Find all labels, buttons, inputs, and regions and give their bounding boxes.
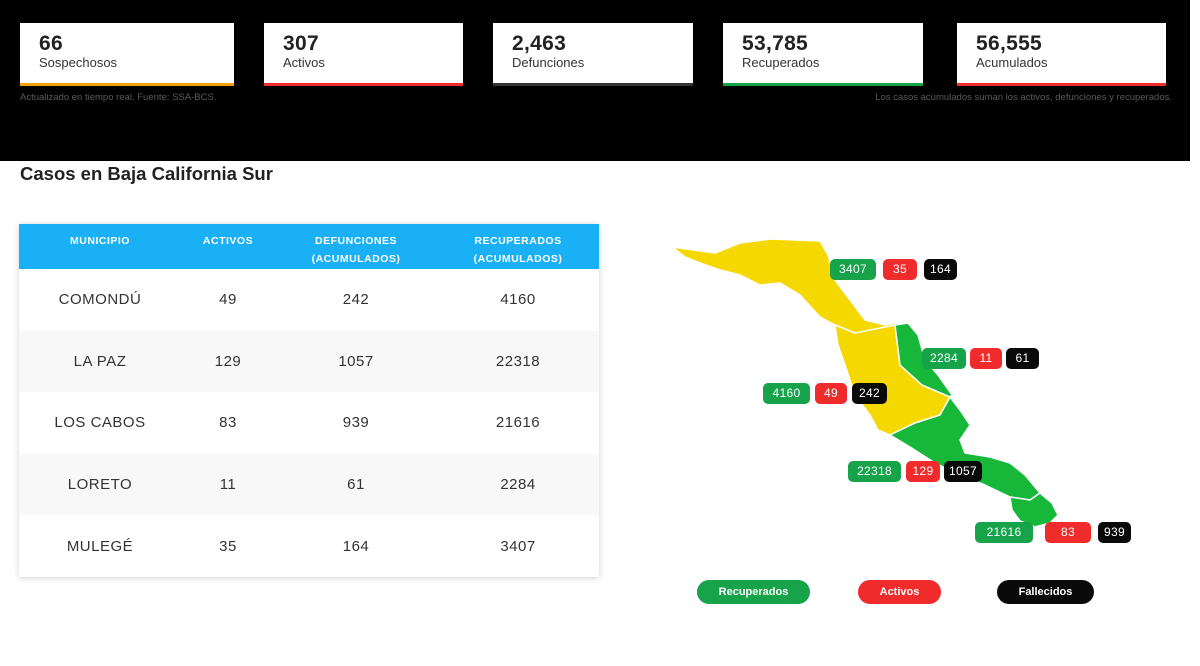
summary-label: Recuperados <box>742 55 820 70</box>
cell-defunciones: 61 <box>347 476 365 494</box>
map-badge-los-cabos-activos: 83 <box>1045 522 1091 543</box>
cell-municipio: MULEGÉ <box>66 537 134 555</box>
table-body: COMONDÚ 49 242 4160 LA PAZ 129 1057 2231… <box>19 269 599 577</box>
map-badge-la-paz-activos: 129 <box>906 461 940 482</box>
summary-label: Sospechosos <box>39 55 118 70</box>
table-header: MUNICIPIO ACTIVOS DEFUNCIONES (ACUMULADOS… <box>19 224 599 269</box>
summary-value: 66 <box>39 32 63 55</box>
cell-municipio: COMONDÚ <box>58 291 142 309</box>
map-badge-loreto-activos: 11 <box>970 348 1002 369</box>
cell-defunciones: 939 <box>342 414 370 432</box>
map-badge-los-cabos-recuperados: 21616 <box>975 522 1033 543</box>
summary-label: Activos <box>283 55 325 70</box>
map-badge-mulege-fallecidos: 164 <box>924 259 957 280</box>
map-badge-comondu-recuperados: 4160 <box>763 383 810 404</box>
map-badge-loreto-fallecidos: 61 <box>1006 348 1039 369</box>
cell-municipio: LA PAZ <box>73 352 127 370</box>
legend-fallecidos: Fallecidos <box>997 580 1094 604</box>
legend-recuperados: Recuperados <box>697 580 810 604</box>
cell-defunciones: 164 <box>342 537 370 555</box>
summary-value: 2,463 <box>512 32 567 55</box>
map-badge-los-cabos-fallecidos: 939 <box>1098 522 1131 543</box>
map-badge-mulege-activos: 35 <box>883 259 917 280</box>
table-row: COMONDÚ 49 242 4160 <box>19 269 599 331</box>
table-row: LA PAZ 129 1057 22318 <box>19 330 599 393</box>
map-region-los-cabos[interactable] <box>1009 492 1059 528</box>
table-row: LORETO 11 61 2284 <box>19 453 599 516</box>
map-badge-comondu-activos: 49 <box>815 383 847 404</box>
table-row: MULEGÉ 35 164 3407 <box>19 515 599 577</box>
summary-banner: 66 Sospechosos 307 Activos 2,463 Defunci… <box>0 0 1190 161</box>
cell-recuperados: 3407 <box>500 537 536 555</box>
cell-defunciones: 1057 <box>338 352 374 370</box>
update-note: Actualizado en tiempo real. Fuente: SSA-… <box>20 92 217 103</box>
cell-municipio: LOS CABOS <box>54 414 146 432</box>
cell-activos: 35 <box>219 537 237 555</box>
section-title: Casos en Baja California Sur <box>20 163 273 184</box>
cell-municipio: LORETO <box>67 476 133 494</box>
table-row: LOS CABOS 83 939 21616 <box>19 392 599 454</box>
cell-recuperados: 4160 <box>500 291 536 309</box>
accumulated-note: Los casos acumulados suman los activos, … <box>875 92 1172 103</box>
map-badge-la-paz-recuperados: 22318 <box>848 461 901 482</box>
map-badge-mulege-recuperados: 3407 <box>830 259 876 280</box>
summary-card-activos: 307 Activos <box>264 23 463 86</box>
header-activos: ACTIVOS <box>202 235 254 247</box>
summary-label: Defunciones <box>512 55 585 70</box>
map-region-mulege[interactable] <box>669 238 899 338</box>
summary-value: 53,785 <box>742 32 809 55</box>
summary-value: 307 <box>283 32 319 55</box>
cases-table: MUNICIPIO ACTIVOS DEFUNCIONES (ACUMULADOS… <box>19 224 599 577</box>
header-recuperados: RECUPERADOS (ACUMULADOS) <box>473 235 563 265</box>
summary-card-recuperados: 53,785 Recuperados <box>723 23 923 86</box>
legend-activos: Activos <box>858 580 941 604</box>
summary-label: Acumulados <box>976 55 1048 70</box>
bcs-map <box>669 238 1059 528</box>
header-defunciones: DEFUNCIONES (ACUMULADOS) <box>311 235 401 265</box>
cell-activos: 49 <box>219 291 237 309</box>
cell-activos: 11 <box>219 476 237 494</box>
summary-value: 56,555 <box>976 32 1043 55</box>
cell-recuperados: 21616 <box>495 414 541 432</box>
summary-card-acumulados: 56,555 Acumulados <box>957 23 1166 86</box>
map-badge-la-paz-fallecidos: 1057 <box>944 461 982 482</box>
cell-activos: 83 <box>219 414 237 432</box>
cell-recuperados: 22318 <box>495 352 541 370</box>
summary-card-defunciones: 2,463 Defunciones <box>493 23 693 86</box>
map-badge-comondu-fallecidos: 242 <box>852 383 887 404</box>
map-badge-loreto-recuperados: 2284 <box>922 348 966 369</box>
cell-recuperados: 2284 <box>500 476 536 494</box>
summary-card-sospechosos: 66 Sospechosos <box>20 23 234 86</box>
header-municipio: MUNICIPIO <box>70 235 130 247</box>
cell-defunciones: 242 <box>342 291 370 309</box>
cell-activos: 129 <box>214 352 242 370</box>
